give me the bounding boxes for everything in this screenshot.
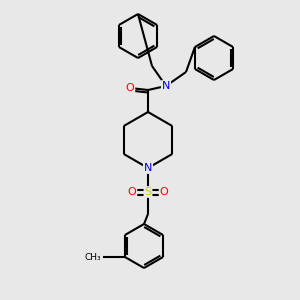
Text: S: S xyxy=(144,187,152,197)
Text: O: O xyxy=(128,187,136,197)
Text: CH₃: CH₃ xyxy=(84,253,101,262)
Text: N: N xyxy=(162,81,170,91)
Text: N: N xyxy=(144,163,152,173)
Text: O: O xyxy=(160,187,168,197)
Text: O: O xyxy=(126,83,134,93)
